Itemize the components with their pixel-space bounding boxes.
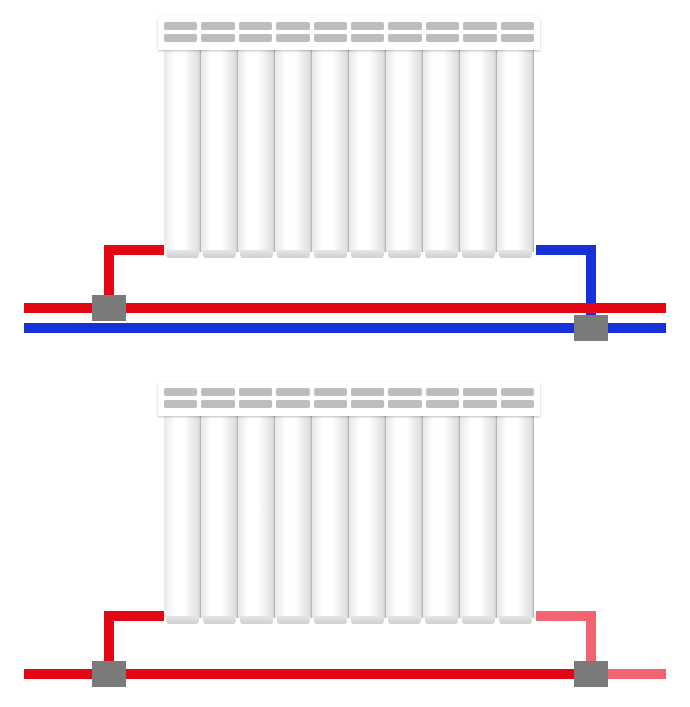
radiator-section xyxy=(460,20,497,252)
radiator-section xyxy=(164,20,201,252)
tee-in xyxy=(92,661,126,687)
radiator xyxy=(164,386,534,618)
bypass xyxy=(121,669,581,679)
tee-out xyxy=(574,661,608,687)
radiator-section xyxy=(386,20,423,252)
radiator-section xyxy=(238,20,275,252)
radiator-section xyxy=(423,386,460,618)
tee-cold xyxy=(574,315,608,341)
branch-in-left xyxy=(104,611,164,621)
radiator-section xyxy=(201,20,238,252)
radiator xyxy=(164,20,534,252)
radiator-section xyxy=(201,386,238,618)
main-cold xyxy=(24,323,666,333)
riser-cold-right xyxy=(586,245,596,325)
radiator-section xyxy=(312,386,349,618)
radiator-top-grille xyxy=(158,382,540,416)
branch-out-right xyxy=(536,611,596,621)
diagram-canvas xyxy=(0,0,690,707)
tee-hot xyxy=(92,295,126,321)
radiator-section xyxy=(423,20,460,252)
radiator-top-grille xyxy=(158,16,540,50)
radiator-section xyxy=(460,386,497,618)
radiator-section xyxy=(497,386,534,618)
radiator-section xyxy=(349,20,386,252)
radiator-section xyxy=(275,20,312,252)
radiator-section xyxy=(238,386,275,618)
branch-cold-right xyxy=(536,245,596,255)
branch-hot-left xyxy=(104,245,164,255)
radiator-section xyxy=(312,20,349,252)
radiator-section xyxy=(497,20,534,252)
radiator-section xyxy=(164,386,201,618)
radiator-section xyxy=(275,386,312,618)
radiator-section xyxy=(349,386,386,618)
radiator-section xyxy=(386,386,423,618)
